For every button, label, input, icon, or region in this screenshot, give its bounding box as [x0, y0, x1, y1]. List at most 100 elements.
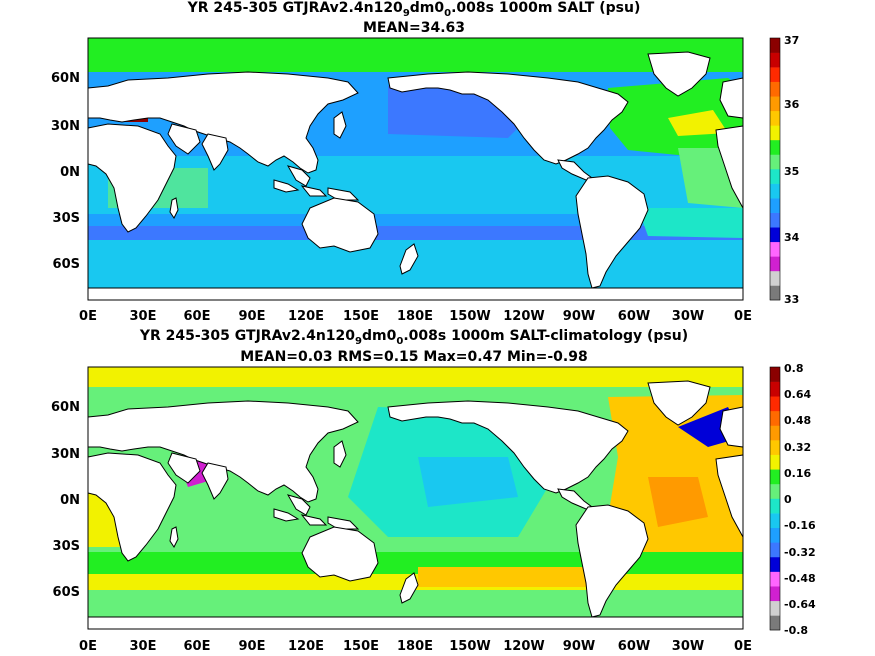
map-area	[87, 37, 744, 301]
colorbar-swatch	[770, 498, 780, 514]
colorbar-tick: -0.8	[784, 624, 808, 637]
colorbar-swatch	[770, 183, 780, 199]
lon-tick: 0E	[734, 309, 752, 324]
colorbar-tick: 0.32	[784, 441, 811, 454]
lat-tick: 0N	[60, 493, 80, 508]
lat-tick: 60N	[51, 71, 80, 86]
colorbar-swatch	[770, 110, 780, 126]
colorbar-swatch	[770, 440, 780, 455]
colorbar-swatch	[770, 410, 780, 426]
lon-tick: 90W	[563, 639, 595, 654]
lat-tick: 30S	[53, 539, 80, 554]
colorbar-tick: 0.16	[784, 467, 811, 480]
colorbar-swatch	[770, 52, 780, 68]
colorbar-swatch	[770, 198, 780, 213]
lat-tick: 60N	[51, 400, 80, 415]
lon-tick: 30W	[672, 309, 704, 324]
colorbar-swatch	[770, 469, 780, 485]
lat-axis: 60N 30N 0N 30S 60S	[51, 400, 80, 600]
lon-tick: 120E	[288, 639, 324, 654]
lon-tick: 0E	[734, 639, 752, 654]
lon-tick: 150W	[449, 639, 490, 654]
lon-tick: 90E	[239, 639, 266, 654]
lon-tick: 90E	[239, 309, 266, 324]
panel-title: YR 245-305 GTJRAv2.4n1209dm00.008s 1000m…	[139, 328, 688, 347]
lon-tick: 30E	[130, 639, 157, 654]
lat-tick: 60S	[53, 257, 80, 272]
colorbar-frame	[769, 366, 781, 631]
lon-tick: 120W	[503, 639, 544, 654]
colorbar-swatch	[770, 367, 780, 382]
colorbar-swatch	[770, 483, 780, 499]
lon-tick: 150E	[343, 309, 379, 324]
colorbar-swatch	[770, 139, 780, 155]
colorbar-tick: 36	[784, 98, 800, 111]
lon-tick: 150E	[343, 639, 379, 654]
colorbar-labels: 37 36 35 34 33	[784, 34, 800, 306]
panel-stats: MEAN=34.63	[363, 20, 465, 36]
colorbar	[769, 366, 781, 631]
colorbar-frame	[769, 37, 781, 301]
lon-axis: 0E 30E 60E 90E 120E 150E 180E 150W 120W …	[79, 309, 752, 324]
lon-tick: 30W	[672, 639, 704, 654]
panel-stats: MEAN=0.03 RMS=0.15 Max=0.47 Min=-0.98	[240, 349, 587, 365]
colorbar-tick: 35	[784, 165, 799, 178]
lon-tick: 90W	[563, 309, 595, 324]
colorbar-tick: 0	[784, 493, 792, 506]
colorbar-swatch	[770, 270, 780, 286]
panel-salt-anomaly: YR 245-305 GTJRAv2.4n1209dm00.008s 1000m…	[51, 328, 816, 654]
colorbar-swatch	[770, 454, 780, 470]
colorbar-swatch	[770, 396, 780, 412]
colorbar-tick: -0.16	[784, 519, 816, 532]
colorbar-swatch	[770, 425, 780, 441]
colorbar-swatch	[770, 600, 780, 616]
colorbar-swatch	[770, 615, 780, 631]
colorbar-tick: 0.48	[784, 414, 811, 427]
lon-tick: 180E	[397, 639, 433, 654]
colorbar-tick: 0.64	[784, 388, 811, 401]
colorbar-swatch	[770, 241, 780, 257]
lat-tick: 30S	[53, 211, 80, 226]
lon-axis: 0E 30E 60E 90E 120E 150E 180E 150W 120W …	[79, 639, 752, 654]
lat-tick: 0N	[60, 165, 80, 180]
colorbar-swatch	[770, 212, 780, 228]
panel-salt: YR 245-305 GTJRAv2.4n1209dm00.008s 1000m…	[51, 0, 800, 324]
colorbar-tick: 0.8	[784, 362, 804, 375]
lon-tick: 0E	[79, 309, 97, 324]
panel-title: YR 245-305 GTJRAv2.4n1209dm00.008s 1000m…	[187, 0, 641, 19]
lat-axis: 60N 30N 0N 30S 60S	[51, 71, 80, 272]
colorbar	[769, 37, 781, 301]
lat-tick: 30N	[51, 119, 80, 134]
lon-tick: 30E	[130, 309, 157, 324]
colorbar-tick: -0.64	[784, 598, 816, 611]
colorbar-swatch	[770, 381, 780, 397]
lon-tick: 120E	[288, 309, 324, 324]
colorbar-labels: 0.8 0.64 0.48 0.32 0.16 0 -0.16 -0.32 -0…	[784, 362, 816, 637]
lat-tick: 60S	[53, 585, 80, 600]
colorbar-swatch	[770, 125, 780, 141]
lon-tick: 60E	[184, 309, 211, 324]
colorbar-tick: 37	[784, 34, 799, 47]
lon-tick: 60W	[618, 309, 650, 324]
colorbar-swatch	[770, 556, 780, 572]
colorbar-swatch	[770, 169, 780, 184]
colorbar-tick: -0.48	[784, 572, 816, 585]
lon-tick: 120W	[503, 309, 544, 324]
colorbar-swatch	[770, 227, 780, 243]
colorbar-tick: 33	[784, 293, 799, 306]
colorbar-swatch	[770, 256, 780, 272]
colorbar-swatch	[770, 527, 780, 543]
colorbar-swatch	[770, 571, 780, 587]
lon-tick: 0E	[79, 639, 97, 654]
lon-tick: 150W	[449, 309, 490, 324]
map-area	[87, 366, 744, 630]
colorbar-swatch	[770, 81, 780, 97]
lat-tick: 30N	[51, 447, 80, 462]
colorbar-swatch	[770, 513, 780, 529]
lon-tick: 180E	[397, 309, 433, 324]
colorbar-swatch	[770, 38, 780, 53]
colorbar-tick: -0.32	[784, 546, 816, 559]
colorbar-swatch	[770, 542, 780, 558]
colorbar-swatch	[770, 586, 780, 602]
